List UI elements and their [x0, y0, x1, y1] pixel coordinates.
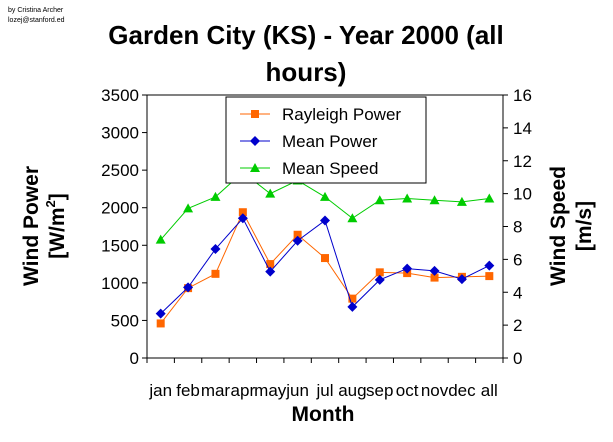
- data-point: [293, 230, 302, 239]
- data-point: [155, 308, 166, 319]
- data-point: [320, 215, 330, 226]
- x-axis-tick-label: feb: [176, 381, 200, 400]
- data-point: [430, 273, 439, 282]
- data-point: [210, 191, 221, 201]
- right-axis-tick-label: 8: [513, 218, 522, 237]
- data-point: [484, 260, 495, 271]
- left-axis-tick-label: 3000: [101, 124, 139, 143]
- data-point: [237, 213, 248, 224]
- right-axis-tick-label: 2: [513, 316, 522, 335]
- left-axis-tick-label: 2500: [101, 161, 139, 180]
- x-axis-tick-label: all: [481, 381, 498, 400]
- data-point: [156, 319, 165, 328]
- chart-title-line2: hours): [266, 57, 347, 87]
- legend-label: Mean Speed: [282, 159, 378, 178]
- right-axis-title: Wind Speed [m/s]: [547, 166, 596, 286]
- right-axis-tick-label: 14: [513, 119, 532, 138]
- x-axis-tick-label: dec: [448, 381, 476, 400]
- data-point: [374, 195, 385, 205]
- x-axis-tick-label: aug: [338, 381, 366, 400]
- legend-marker: [250, 163, 260, 172]
- legend-box: [225, 96, 427, 184]
- left-axis-tick-label: 1500: [101, 236, 139, 255]
- data-point: [321, 254, 329, 263]
- data-point: [485, 272, 494, 281]
- x-axis-tick-label: jan: [148, 381, 172, 400]
- data-point: [210, 244, 221, 255]
- left-axis-tick-label: 0: [130, 349, 139, 368]
- x-axis-tick-label: mar: [201, 381, 231, 400]
- right-axis-title-line2: [m/s]: [573, 201, 596, 251]
- legend-item: Mean Power: [240, 132, 378, 151]
- x-axis-title: Month: [292, 403, 355, 426]
- data-point: [292, 235, 303, 246]
- data-point: [484, 193, 495, 203]
- left-axis-title: Wind Power [W/m2]: [20, 166, 69, 286]
- legend-item: Mean Speed: [240, 159, 378, 178]
- x-axis-tick-label: nov: [421, 381, 449, 400]
- x-axis: jan feb mar apr may jun jul aug sep oct nov dec all: [146, 358, 504, 400]
- data-point: [183, 203, 194, 213]
- x-axis-tick-label: sep: [366, 381, 393, 400]
- right-axis-tick-label: 10: [513, 185, 532, 204]
- legend-item: Rayleigh Power: [240, 105, 401, 124]
- data-point: [265, 188, 276, 198]
- data-point: [429, 265, 440, 276]
- data-point: [320, 191, 330, 201]
- left-axis-tick-label: 500: [111, 311, 139, 330]
- left-axis-title-line1: Wind Power: [20, 166, 43, 286]
- data-point: [211, 269, 220, 278]
- data-point: [155, 234, 166, 244]
- chart-title-line1: Garden City (KS) - Year 2000 (all: [108, 20, 503, 50]
- data-point: [238, 208, 247, 217]
- data-point: [402, 193, 413, 203]
- legend-marker: [251, 110, 259, 118]
- x-axis-tick-label: jul: [315, 381, 333, 400]
- left-axis-title-line2: [W/m2]: [43, 193, 69, 259]
- legend-label: Mean Power: [282, 132, 378, 151]
- x-axis-tick-label: oct: [396, 381, 419, 400]
- right-axis-tick-label: 16: [513, 86, 532, 105]
- left-axis-tick-label: 1000: [101, 274, 139, 293]
- data-point: [265, 266, 276, 277]
- data-point: [375, 268, 384, 277]
- legend-label: Rayleigh Power: [282, 105, 401, 124]
- credit-author: by Cristina Archer: [8, 7, 64, 14]
- data-point: [266, 260, 275, 269]
- credit-email: lozej@stanford.ed: [8, 17, 65, 24]
- data-point: [429, 195, 440, 205]
- left-axis-tick-label: 2000: [101, 199, 139, 218]
- series-mean-power: [155, 213, 495, 319]
- legend: Rayleigh Power Mean Power Mean Speed: [225, 96, 427, 184]
- series-layer: [155, 167, 495, 328]
- x-axis-tick-label: may: [254, 381, 287, 400]
- left-axis-tick-label: 3500: [101, 86, 139, 105]
- right-axis-tick-label: 6: [513, 250, 522, 269]
- right-axis-tick-label: 4: [513, 283, 522, 302]
- left-y-axis: 0 500 1000 1500 2000 2500 3000 3500: [101, 86, 147, 368]
- data-point: [348, 294, 357, 303]
- data-point: [456, 196, 467, 206]
- right-axis-tick-label: 12: [513, 152, 532, 171]
- data-point: [347, 213, 358, 223]
- right-y-axis: 0 2 4 6 8 10 12 14 16: [503, 86, 532, 368]
- x-axis-tick-label: jun: [285, 381, 309, 400]
- right-axis-title-line1: Wind Speed: [547, 166, 570, 286]
- x-axis-tick-label: apr: [231, 381, 256, 400]
- data-point: [183, 282, 194, 293]
- legend-marker: [250, 136, 260, 146]
- data-point: [456, 274, 467, 285]
- data-point: [347, 301, 358, 312]
- data-point: [402, 263, 413, 274]
- right-axis-tick-label: 0: [513, 349, 522, 368]
- data-point: [374, 274, 385, 285]
